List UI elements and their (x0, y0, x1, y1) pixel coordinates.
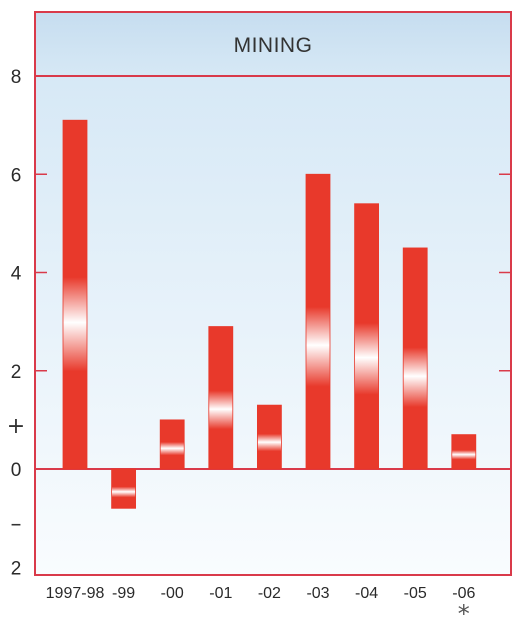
x-tick-label-0: 1997-98 (46, 585, 105, 602)
bars-group (62, 119, 477, 509)
bar-0 (62, 119, 88, 470)
title-band (35, 12, 511, 74)
plot-frame (34, 11, 512, 576)
bar-5 (305, 173, 331, 470)
y-tick-label-bottom: 2 (11, 558, 22, 579)
positive-sign: + (7, 414, 25, 439)
bar-7 (402, 247, 428, 470)
y-tick-label-0: 0 (11, 460, 22, 481)
chart-title: MINING (234, 34, 313, 57)
bar-1 (111, 468, 136, 509)
y-tick-label-8: 8 (11, 67, 22, 88)
footnote-marker: * (458, 600, 470, 623)
bar-3 (208, 326, 234, 470)
x-tick-label-8: -06 (452, 585, 475, 602)
x-tick-label-6: -04 (355, 585, 378, 602)
x-tick-label-5: -03 (306, 585, 329, 602)
x-tick-label-3: -01 (209, 585, 232, 602)
x-tick-label-7: -05 (404, 585, 427, 602)
bar-2 (159, 419, 185, 470)
negative-sign: – (11, 512, 22, 537)
bar-6 (354, 203, 380, 470)
labels-group: 0 2 4 6 8 2 + – 1997-98 -99 -00 -01 -02 -03 -04 -05 -06* (7, 67, 476, 623)
plot-background (35, 12, 511, 575)
y-tick-label-2: 2 (11, 362, 22, 383)
y-tick-label-6: 6 (11, 165, 22, 186)
bar-8 (451, 434, 477, 470)
x-tick-label-2: -00 (161, 585, 184, 602)
x-tick-label-1: -99 (112, 585, 135, 602)
x-tick-label-4: -02 (258, 585, 281, 602)
bar-4 (256, 404, 282, 470)
y-tick-label-4: 4 (11, 264, 22, 285)
